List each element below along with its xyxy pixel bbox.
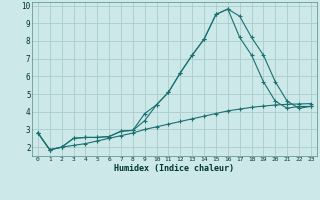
X-axis label: Humidex (Indice chaleur): Humidex (Indice chaleur) xyxy=(115,164,234,173)
